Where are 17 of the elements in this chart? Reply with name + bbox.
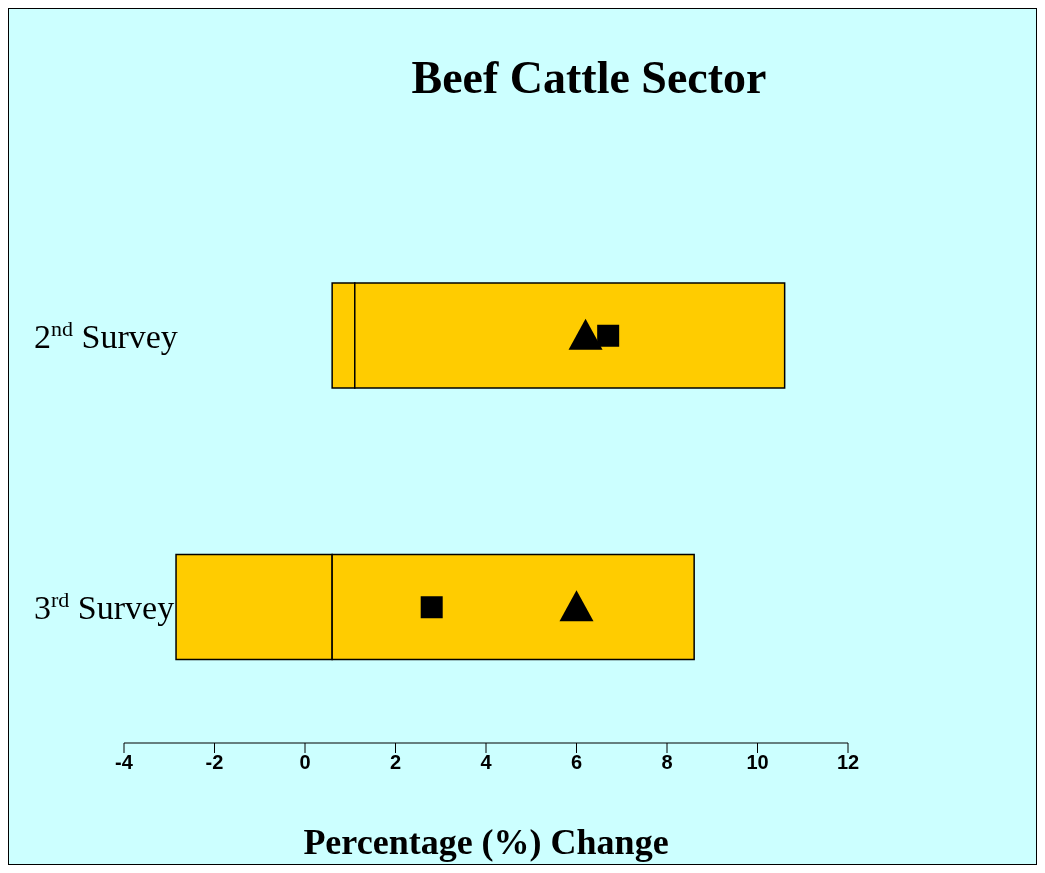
y-tick-label: 3$^{rd}$ Survey — [34, 586, 175, 627]
x-tick-label: 2 — [389, 751, 402, 774]
x-tick-label: -2 — [205, 751, 224, 774]
x-tick-label: 10 — [746, 751, 769, 774]
x-tick-label: 4 — [480, 751, 493, 774]
x-axis-title: Percentage (%) Change — [302, 821, 670, 863]
point — [597, 324, 620, 347]
x-tick-label: 8 — [661, 751, 673, 774]
x-tick-label: 12 — [836, 751, 860, 774]
x-tick-label: -4 — [115, 751, 134, 774]
point — [568, 318, 603, 350]
x-tick-label: 6 — [570, 751, 583, 774]
point — [559, 590, 594, 622]
chart-title: Beef Cattle Sector — [410, 51, 768, 104]
point — [420, 596, 443, 619]
y-tick-label: 2$^{nd}$ Survey — [34, 315, 178, 355]
x-tick-label: 0 — [299, 751, 311, 774]
